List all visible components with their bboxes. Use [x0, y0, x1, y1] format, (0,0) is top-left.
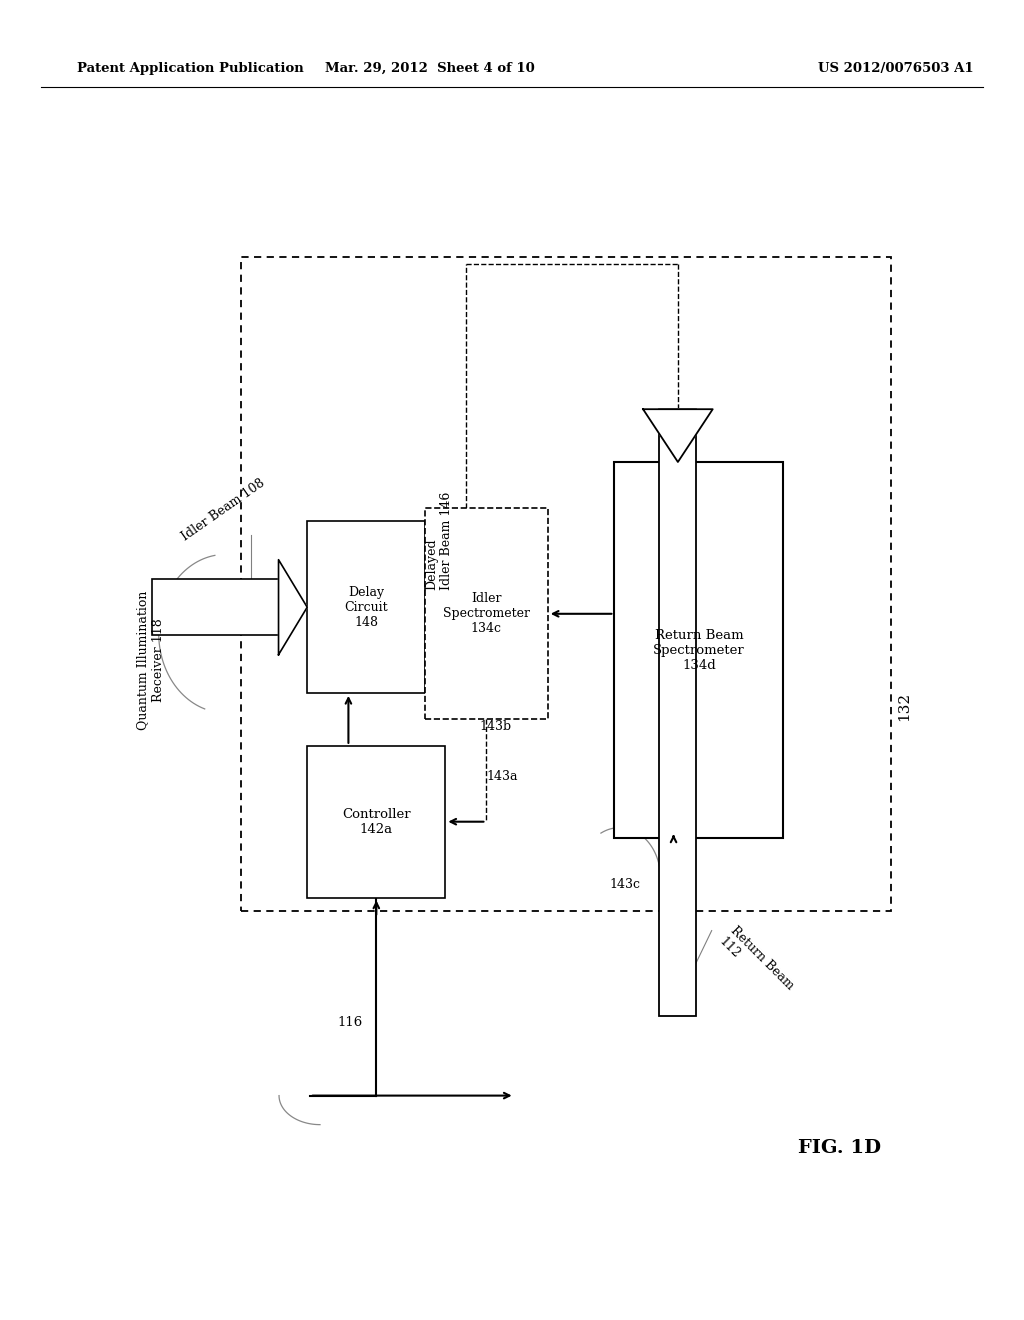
Polygon shape	[643, 409, 713, 462]
Text: FIG. 1D: FIG. 1D	[798, 1139, 882, 1158]
Bar	[614, 462, 783, 838]
Text: US 2012/0076503 A1: US 2012/0076503 A1	[818, 62, 974, 75]
Bar	[307, 521, 425, 693]
Text: Delay
Circuit
148: Delay Circuit 148	[344, 586, 388, 628]
Text: 132: 132	[897, 692, 911, 721]
Text: Quantum Illumination
Receiver 118: Quantum Illumination Receiver 118	[136, 590, 165, 730]
Text: Idler
Spectrometer
134c: Idler Spectrometer 134c	[443, 593, 529, 635]
Text: Controller
142a: Controller 142a	[342, 808, 411, 836]
Text: Patent Application Publication: Patent Application Publication	[77, 62, 303, 75]
Bar	[425, 508, 548, 719]
Bar	[307, 746, 445, 898]
Text: Return Beam
Spectrometer
134d: Return Beam Spectrometer 134d	[653, 628, 744, 672]
Bar	[152, 579, 279, 635]
Text: Idler Beam 108: Idler Beam 108	[179, 477, 267, 543]
Bar	[241, 257, 891, 911]
Text: Return Beam
112: Return Beam 112	[717, 924, 796, 1003]
Text: 143c: 143c	[609, 878, 640, 891]
Bar	[659, 409, 696, 1016]
Text: 116: 116	[338, 1016, 364, 1030]
Text: Mar. 29, 2012  Sheet 4 of 10: Mar. 29, 2012 Sheet 4 of 10	[326, 62, 535, 75]
Polygon shape	[279, 560, 307, 655]
Text: Delayed
Idler Beam 146: Delayed Idler Beam 146	[425, 492, 453, 590]
Text: 143b: 143b	[479, 719, 511, 733]
Text: 143a: 143a	[486, 770, 518, 783]
